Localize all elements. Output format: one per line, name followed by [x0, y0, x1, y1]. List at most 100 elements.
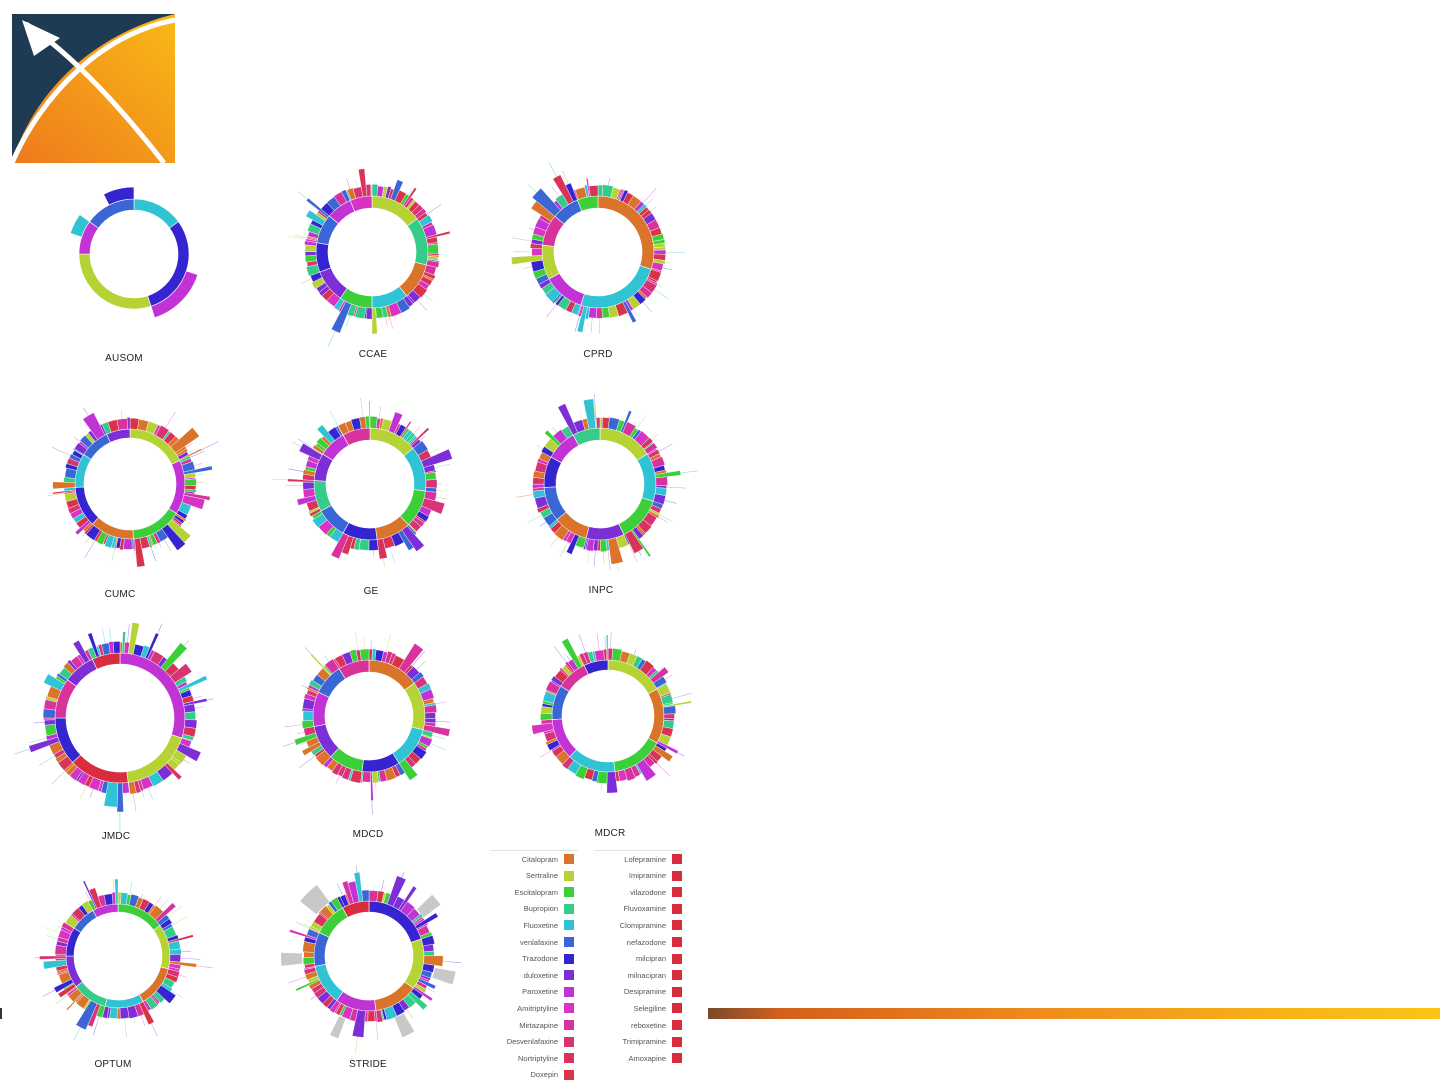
outer-spike [39, 756, 55, 766]
legend-label: Doxepin [530, 1070, 558, 1079]
legend-swatch [564, 937, 574, 947]
outer-spike [374, 885, 375, 891]
outer-segment [369, 540, 379, 551]
outer-spike [372, 801, 373, 815]
outer-spike [292, 442, 302, 447]
outer-spike [662, 268, 672, 271]
legend-item: Citalopram [490, 851, 574, 867]
sunburst-mdcr [532, 632, 692, 793]
legend-label: Desvenlafaxine [507, 1037, 558, 1046]
outer-segment [596, 308, 602, 319]
outer-spike [527, 515, 541, 523]
outer-spike [417, 661, 426, 670]
outer-spike [202, 441, 219, 450]
outer-spike [355, 180, 357, 188]
outer-spike [78, 903, 81, 907]
outer-spike [436, 490, 444, 491]
outer-spike [665, 674, 673, 679]
legend-divider [594, 850, 682, 851]
outer-spike [141, 894, 143, 898]
outer-spike [512, 238, 531, 242]
legend-swatch [672, 854, 682, 864]
outer-segment [44, 720, 55, 725]
outer-segment [596, 417, 600, 428]
outer-spike [432, 735, 445, 739]
legend-item: Fluoxetine [490, 917, 574, 933]
legend-swatch [672, 1053, 682, 1063]
legend-item: venlafaxine [490, 934, 574, 950]
outer-segment [425, 713, 436, 719]
panel-label-stride: STRIDE [288, 1059, 448, 1070]
outer-spike [193, 696, 202, 699]
outer-spike [102, 628, 105, 643]
outer-spike [389, 317, 393, 329]
legend-item: Lofepramine [594, 851, 682, 867]
legend-item: duloxetine [490, 967, 574, 983]
legend-item: Paroxetine [490, 984, 574, 1000]
outer-spike [120, 812, 121, 831]
legend-label: Mirtazapine [519, 1021, 558, 1030]
outer-spike [560, 542, 569, 557]
panel-label-ccae: CCAE [293, 349, 453, 360]
outer-spike [129, 882, 132, 895]
outer-spike [207, 699, 214, 701]
outer-segment [428, 244, 439, 253]
sunburst-cumc [48, 408, 219, 567]
sunburst-ausom [70, 187, 197, 318]
sunburst-ccae [288, 169, 450, 347]
legend-item: milcipran [594, 951, 682, 967]
outer-spike [677, 752, 684, 756]
outer-spike [371, 640, 372, 649]
outer-spike [303, 923, 310, 927]
legend-item: Sertraline [490, 868, 574, 884]
legend-swatch [672, 954, 682, 964]
outer-spike [436, 702, 447, 704]
outer-spike [540, 750, 552, 757]
legend-label: nefazodone [627, 938, 666, 947]
outer-spike [549, 162, 557, 177]
outer-spike [74, 1027, 81, 1039]
legend-item: Nortriptyline [490, 1050, 574, 1066]
outer-spike [516, 494, 533, 497]
legend-swatch [564, 1037, 574, 1047]
legend-swatch [672, 887, 682, 897]
legend-label: Trazodone [522, 954, 558, 963]
outer-spike [651, 434, 658, 440]
outer-segment-other [417, 895, 441, 917]
legend-swatch [564, 920, 574, 930]
outer-spike [310, 995, 315, 999]
outer-spike [373, 550, 374, 557]
sunburst-stride [281, 865, 461, 1054]
legend-swatch [564, 904, 574, 914]
outer-spike [151, 1023, 158, 1036]
outer-segment-other [330, 1016, 345, 1038]
outer-spike [390, 547, 395, 562]
outer-spike [513, 252, 532, 253]
legend-swatch [672, 920, 682, 930]
legend-item: reboxetine [594, 1017, 682, 1033]
panel-label-optum: OPTUM [33, 1059, 193, 1070]
outer-spike [610, 632, 611, 648]
outer-spike [133, 1018, 135, 1024]
outer-spike [646, 199, 653, 206]
outer-segment [656, 477, 668, 486]
outer-spike [47, 935, 58, 939]
outer-segment [371, 185, 372, 196]
outer-spike [657, 763, 671, 777]
outer-segment [303, 957, 314, 965]
outer-spike [90, 789, 94, 797]
legend-label: Escitalopram [515, 888, 558, 897]
legend-swatch [564, 854, 574, 864]
outer-spike [301, 685, 307, 688]
outer-segment [303, 482, 314, 489]
outer-segment [532, 248, 542, 256]
outer-spike [297, 732, 304, 734]
sunburst-inpc [516, 394, 698, 571]
outer-segment [304, 952, 314, 958]
outer-spike [112, 549, 115, 561]
outer-spike [386, 634, 391, 652]
legend-item: Doxepin [490, 1067, 574, 1083]
legend-item: Bupropion [490, 901, 574, 917]
legend-swatch [564, 871, 574, 881]
outer-spike [594, 394, 595, 406]
